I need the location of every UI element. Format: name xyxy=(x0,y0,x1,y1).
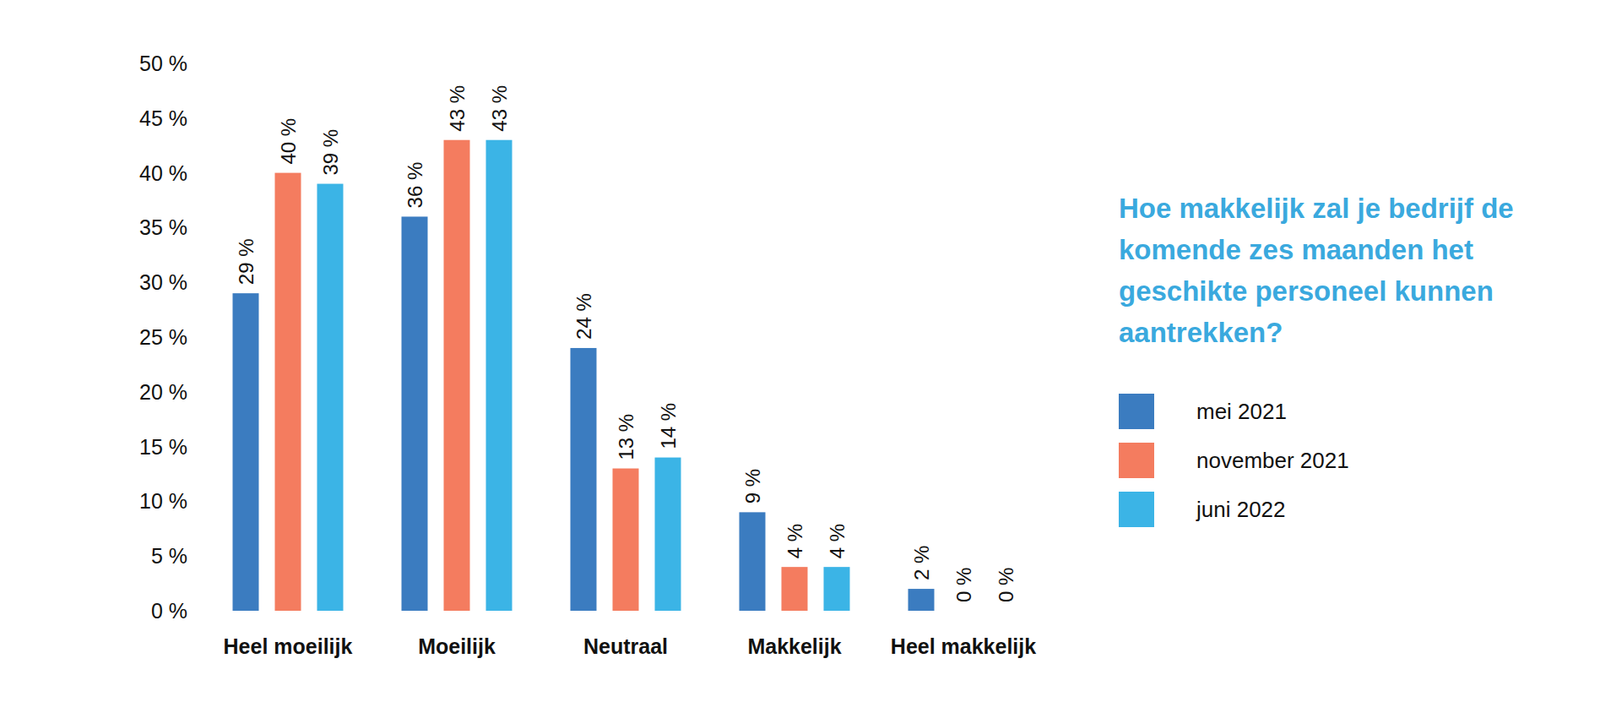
legend-label: juni 2022 xyxy=(1196,496,1286,523)
x-tick-label: Heel moeilijk xyxy=(223,634,353,658)
bar xyxy=(824,566,851,611)
data-labels: 29 % 36 % 24 % 9 % 2 % 40 % 43 % 13 % 4 % 0 % 39 %… xyxy=(234,85,1018,603)
data-label: 2 % xyxy=(910,545,933,581)
data-label: 29 % xyxy=(234,238,258,285)
bars xyxy=(233,140,935,611)
legend-label: mei 2021 xyxy=(1196,398,1287,425)
y-tick-label: 45 % xyxy=(139,106,188,131)
bar xyxy=(570,347,597,611)
legend-swatch xyxy=(1118,393,1155,429)
legend-item: november 2021 xyxy=(1118,435,1579,485)
legend-item: juni 2022 xyxy=(1118,484,1579,534)
data-label: 43 % xyxy=(445,85,469,132)
y-tick-label: 40 % xyxy=(139,161,188,185)
y-tick-label: 30 % xyxy=(139,270,188,294)
y-tick-label: 50 % xyxy=(139,51,188,76)
legend-swatch xyxy=(1118,442,1155,478)
x-axis: Heel moeilijk Moeilijk Neutraal Makkelijk He… xyxy=(223,634,1037,658)
data-label: 14 % xyxy=(656,402,680,450)
y-tick-label: 20 % xyxy=(139,379,188,404)
y-axis: 0 % 5 % 10 % 15 % 20 % 25 % 30 % 35 % 40 % 45 % 50… xyxy=(139,51,188,623)
y-tick-label: 15 % xyxy=(139,434,188,459)
bar xyxy=(233,292,260,611)
y-tick-label: 0 % xyxy=(151,598,188,623)
bar xyxy=(275,173,302,611)
data-label: 39 % xyxy=(319,129,342,176)
x-tick-label: Neutraal xyxy=(583,634,668,658)
data-label: 36 % xyxy=(403,162,427,209)
bar xyxy=(444,140,471,611)
data-label: 4 % xyxy=(783,523,807,559)
chart-title: Hoe makkelijk zal je bedrijf de komende … xyxy=(1118,187,1579,353)
data-label: 24 % xyxy=(572,292,596,340)
side-panel: Hoe makkelijk zal je bedrijf de komende … xyxy=(1118,187,1579,534)
legend-label: november 2021 xyxy=(1196,447,1350,474)
bar xyxy=(655,457,682,611)
bar xyxy=(781,566,809,611)
data-label: 40 % xyxy=(276,118,300,165)
y-tick-label: 5 % xyxy=(151,543,188,568)
chart: 0 % 5 % 10 % 15 % 20 % 25 % 30 % 35 % 40 % 45 % 50… xyxy=(0,0,1600,702)
bar xyxy=(612,468,640,611)
bar xyxy=(950,610,977,612)
y-tick-label: 35 % xyxy=(139,215,188,239)
legend-swatch xyxy=(1118,491,1155,527)
bar xyxy=(908,588,935,611)
y-tick-label: 10 % xyxy=(139,488,188,513)
data-label: 13 % xyxy=(614,413,638,461)
x-tick-label: Moeilijk xyxy=(417,634,496,658)
data-label: 9 % xyxy=(741,468,765,504)
x-tick-label: Makkelijk xyxy=(747,634,841,658)
data-label: 4 % xyxy=(825,523,849,559)
y-tick-label: 25 % xyxy=(139,325,188,349)
data-label: 0 % xyxy=(952,567,976,603)
bar xyxy=(401,216,429,611)
data-label: 0 % xyxy=(994,567,1018,603)
bar xyxy=(992,610,1020,612)
data-label: 43 % xyxy=(488,85,511,132)
legend-item: mei 2021 xyxy=(1118,386,1579,436)
legend: mei 2021 november 2021 juni 2022 xyxy=(1118,386,1579,534)
x-tick-label: Heel makkelijk xyxy=(890,634,1036,658)
bar xyxy=(486,140,513,611)
bar xyxy=(739,511,766,611)
bar xyxy=(317,184,344,611)
